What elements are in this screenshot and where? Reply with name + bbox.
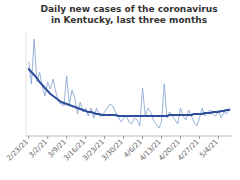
x-tick-label: 4/27/21 bbox=[176, 138, 201, 163]
x-tick bbox=[66, 136, 67, 139]
x-tick bbox=[47, 136, 48, 139]
x-tick bbox=[104, 136, 105, 139]
series-line bbox=[29, 69, 230, 116]
title-line: Daily new cases of the coronavirus bbox=[41, 4, 218, 14]
x-tick bbox=[85, 136, 86, 139]
x-tick bbox=[218, 136, 219, 139]
x-tick bbox=[199, 136, 200, 139]
series-line bbox=[29, 39, 230, 128]
y-axis bbox=[26, 32, 27, 136]
x-tick bbox=[180, 136, 181, 139]
x-tick bbox=[123, 136, 124, 139]
title-line: in Kentucky, last three months bbox=[51, 15, 207, 25]
x-tick-label: 2/23/21 bbox=[5, 138, 30, 163]
x-axis bbox=[26, 136, 232, 137]
x-tick bbox=[161, 136, 162, 139]
x-tick-label: 3/2/21 bbox=[28, 138, 50, 160]
x-tick-label: 3/30/21 bbox=[100, 138, 125, 163]
title: Daily new cases of the coronavirusin Ken… bbox=[41, 4, 218, 25]
chart: Daily new cases of the coronavirusin Ken… bbox=[0, 0, 240, 180]
x-tick bbox=[142, 136, 143, 139]
x-tick bbox=[28, 136, 29, 139]
plot-area bbox=[29, 39, 230, 128]
x-tick-label: 5/4/21 bbox=[198, 138, 220, 160]
